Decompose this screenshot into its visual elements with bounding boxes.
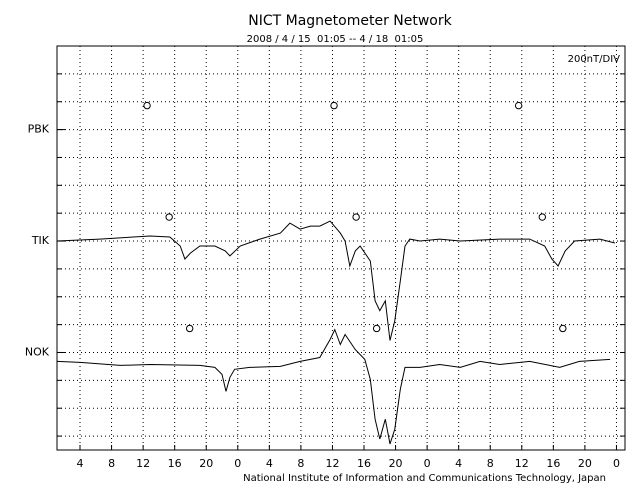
marker [372, 324, 381, 333]
scale-label: 200nT/DIV [568, 54, 621, 65]
marker [352, 213, 360, 221]
footer: National Institute of Information and Co… [243, 473, 606, 484]
station-label: NOK [25, 345, 50, 358]
marker [559, 324, 567, 333]
trace [57, 328, 611, 445]
x-tick-label: 4 [266, 457, 273, 470]
marker [185, 324, 194, 333]
x-tick-label: 12 [325, 457, 339, 470]
x-tick-label: 20 [578, 457, 592, 470]
x-tick-label: 4 [455, 457, 462, 470]
x-tick-label: 16 [357, 457, 371, 470]
x-tick-label: 0 [424, 457, 431, 470]
x-tick-label: 16 [168, 457, 182, 470]
station-label: TIK [31, 234, 50, 247]
station-label: PBK [28, 123, 50, 136]
x-tick-label: 12 [515, 457, 529, 470]
marker [165, 213, 173, 221]
marker [514, 101, 523, 110]
x-tick-label: 4 [77, 457, 84, 470]
x-tick-label: 12 [136, 457, 150, 470]
x-tick-label: 8 [108, 457, 115, 470]
chart-subtitle: 2008 / 4 / 15 01:05 -- 4 / 18 01:05 [247, 34, 424, 45]
x-tick-label: 20 [389, 457, 403, 470]
x-tick-label: 8 [487, 457, 494, 470]
plot-frame [56, 45, 626, 451]
marker [143, 101, 151, 110]
marker [538, 213, 547, 221]
chart-title: NICT Magnetometer Network [248, 13, 452, 29]
marker [330, 101, 338, 110]
trace [57, 220, 616, 341]
x-tick-label: 0 [234, 457, 241, 470]
x-tick-label: 8 [297, 457, 304, 470]
x-tick-label: 0 [613, 457, 620, 470]
x-tick-label: 20 [199, 457, 213, 470]
x-tick-label: 16 [546, 457, 560, 470]
